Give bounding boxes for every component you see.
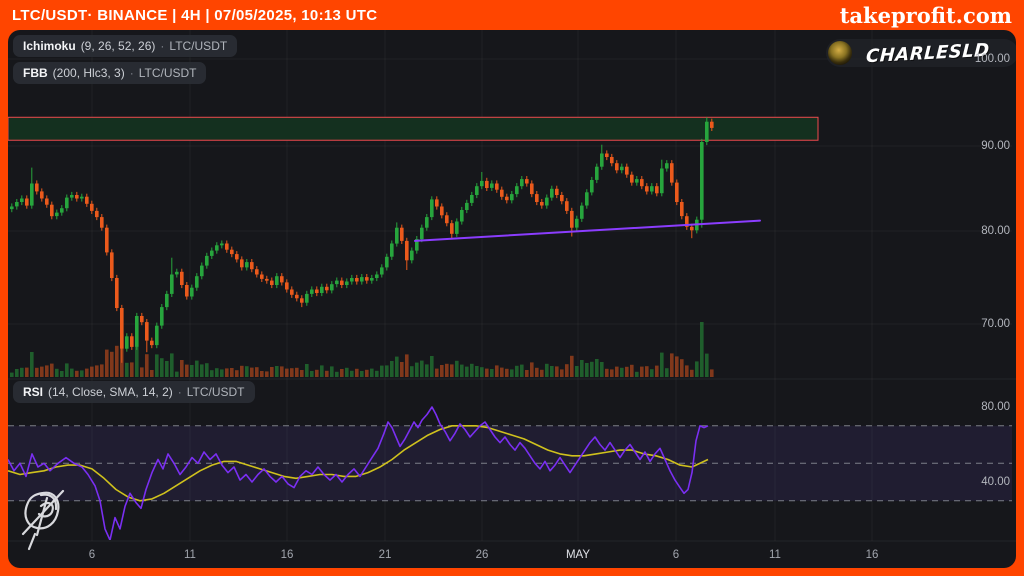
indicator-symbol: LTC/USDT [169,39,228,53]
avatar [828,41,852,65]
indicator-name: Ichimoku [23,39,76,53]
chart-title: LTC/USDT· BINANCE | 4H | 07/05/2025, 10:… [12,6,378,24]
user-watermark: CHARLESLD [826,39,1016,67]
top-bar: LTC/USDT· BINANCE | 4H | 07/05/2025, 10:… [0,0,1024,30]
separator-dot: · [129,66,134,80]
indicator-legend-rsi[interactable]: RSI (14, Close, SMA, 14, 2) · LTC/USDT [13,381,255,403]
indicator-legend-ichimoku[interactable]: Ichimoku (9, 26, 52, 26) · LTC/USDT [13,35,238,57]
indicator-params: (14, Close, SMA, 14, 2) [48,385,173,399]
indicator-legend-fbb[interactable]: FBB (200, Hlc3, 3) · LTC/USDT [13,62,207,84]
indicator-symbol: LTC/USDT [186,385,245,399]
indicator-params: (200, Hlc3, 3) [52,66,125,80]
separator-dot: · [160,39,165,53]
indicator-symbol: LTC/USDT [138,66,197,80]
chart-panel[interactable]: Ichimoku (9, 26, 52, 26) · LTC/USDT FBB … [8,30,1016,568]
chart-canvas[interactable] [8,30,1016,568]
separator-dot: · [177,385,182,399]
indicator-params: (9, 26, 52, 26) [80,39,156,53]
takeprofit-logo-icon [21,489,65,551]
username-watermark: CHARLESLD [865,39,991,67]
site-brand: takeprofit.com [839,2,1012,28]
indicator-name: RSI [23,385,44,399]
indicator-name: FBB [23,66,48,80]
